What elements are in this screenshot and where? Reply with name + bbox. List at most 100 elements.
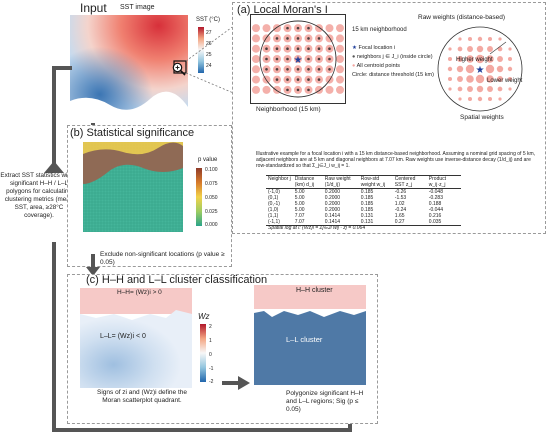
weight-dot [485, 64, 495, 74]
table-row: (1,0) 5.00 0.2000 0.185 -0.24 -0.044 [268, 207, 443, 213]
input-tick-27: 27 [206, 30, 212, 36]
input-colorbar [198, 27, 204, 73]
wz-colorbar-title: Wz [198, 312, 210, 321]
neighbor-point [296, 47, 300, 51]
neighbor-point [296, 78, 300, 81]
weight-dot [467, 36, 473, 42]
weight-dot [467, 86, 473, 92]
focal-star-icon: ★ [294, 55, 303, 66]
weight-dot [476, 45, 484, 53]
neighbor-point [286, 26, 289, 30]
exclude-note: Exclude non-significant locations (p val… [100, 251, 225, 266]
centroid-point [294, 55, 302, 63]
pink-dot-icon: ● [352, 63, 356, 69]
table-row: (0,-1) 5.00 0.2000 0.185 1.02 0.188 [268, 201, 442, 207]
col-header: Distance (km) d_ij [292, 175, 323, 189]
table-row: (1,1) 7.07 0.1414 0.131 1.65 0.216 [268, 213, 442, 219]
flow-arrow-line [52, 428, 352, 432]
hh-label: H–H= (Wz)i > 0 [117, 289, 162, 296]
table-row: (-1,1) 7.07 0.1414 0.131 0.27 0.035 [266, 219, 461, 226]
weight-dot [508, 47, 512, 51]
weight-dot [476, 85, 484, 93]
input-tick-24: 24 [206, 63, 212, 69]
weight-dot [448, 87, 452, 91]
neighbor-point [307, 88, 310, 92]
table-footer: Spatial log at i: (Wz)i = Σj∈Ji wij · zj… [268, 225, 366, 231]
weight-dot [458, 97, 462, 101]
weight-dot [487, 96, 493, 102]
weight-dot [475, 54, 485, 64]
neighbor-point [296, 67, 300, 71]
neighborhood-bottom-label: Neighborhood (15 km) [256, 106, 321, 113]
legend-item-neighbors: ● neighbors j ∈ J_i (inside circle) [352, 54, 433, 60]
neighbor-point [328, 47, 331, 51]
weight-dot [447, 56, 453, 62]
col-header: Raw weight (1/d_ij) [322, 175, 359, 189]
centroid-point [336, 34, 344, 43]
neighbor-point [328, 67, 331, 71]
weight-dot [457, 86, 463, 92]
flow-arrow-line [52, 66, 56, 167]
magnifier-icon [172, 62, 186, 76]
weights-table: Neighbor j Distance (km) d_ij Raw weight… [266, 175, 461, 226]
weight-dot [477, 36, 483, 42]
pvalue-tick: 0.025 [205, 209, 218, 215]
legend-item-circle: Circle: distance threshold (15 km) [352, 72, 434, 78]
neighbor-point [296, 37, 300, 40]
neighbor-point [286, 57, 289, 61]
weight-dot [457, 46, 463, 52]
input-tick-25: 25 [206, 52, 212, 58]
raw-weights-label: Raw weights (distance-based) [418, 14, 506, 21]
weight-dot [447, 76, 453, 82]
side-note: Extract SST statistics within significan… [0, 172, 78, 219]
arrow-b-to-c [86, 254, 100, 276]
weight-dot [466, 75, 474, 83]
centroid-point [336, 55, 344, 63]
arrow-c-to-polygons [222, 376, 250, 390]
neighbor-point [307, 26, 310, 30]
neighbor-point [296, 26, 300, 30]
neighbor-point [307, 57, 310, 61]
panel-a-caption: Illustrative example for a focal locatio… [256, 151, 536, 169]
neighbor-point [317, 47, 321, 51]
neighbor-point [307, 67, 310, 71]
weight-dot [467, 46, 473, 52]
centroid-point [336, 24, 344, 33]
neighbor-point [275, 37, 279, 40]
weight-dot [486, 75, 494, 83]
wz-map [80, 288, 192, 388]
neighbor-point [317, 78, 321, 81]
weight-dot [496, 65, 504, 73]
weight-dot [507, 76, 513, 82]
neighbor-point [307, 37, 310, 40]
star-icon: ★ [352, 45, 357, 51]
pvalue-tick: 0.050 [205, 195, 218, 201]
sst-image-label: SST image [120, 4, 155, 11]
input-heading: Input [80, 1, 107, 15]
centroid-point [336, 65, 344, 74]
centroid-point [336, 44, 344, 53]
weight-dot [497, 56, 503, 62]
neighbor-point [317, 37, 321, 40]
weight-dot [487, 46, 493, 52]
wz-colorbar [200, 324, 206, 382]
pvalue-tick: 0.075 [205, 181, 218, 187]
neighbor-point [275, 57, 279, 61]
neighbor-point [296, 88, 300, 92]
panel-a [232, 2, 546, 234]
wz-tick: -1 [209, 366, 214, 372]
hh-cluster-label: H–H cluster [296, 287, 333, 294]
ll-label: L–L= (Wz)i < 0 [100, 333, 146, 340]
panel-a-legend: ★ Focal location i ● neighbors j ∈ J_i (… [352, 44, 434, 80]
neighbor-point [275, 78, 279, 81]
table-row: (-1,0) 5.00 0.2000 0.185 -0.26 -0.048 [268, 189, 443, 195]
centroid-point [336, 85, 344, 94]
weight-dot [497, 46, 503, 52]
input-colorbar-title: SST (°C) [196, 17, 220, 23]
neighbor-point [275, 67, 279, 71]
weight-dot [456, 65, 464, 73]
neighborhood-top-label: 15 km neighborhood [352, 27, 407, 33]
weight-dot [458, 37, 462, 41]
col-header: Product w_ij·z_j [426, 175, 461, 189]
weight-dot [457, 76, 463, 82]
